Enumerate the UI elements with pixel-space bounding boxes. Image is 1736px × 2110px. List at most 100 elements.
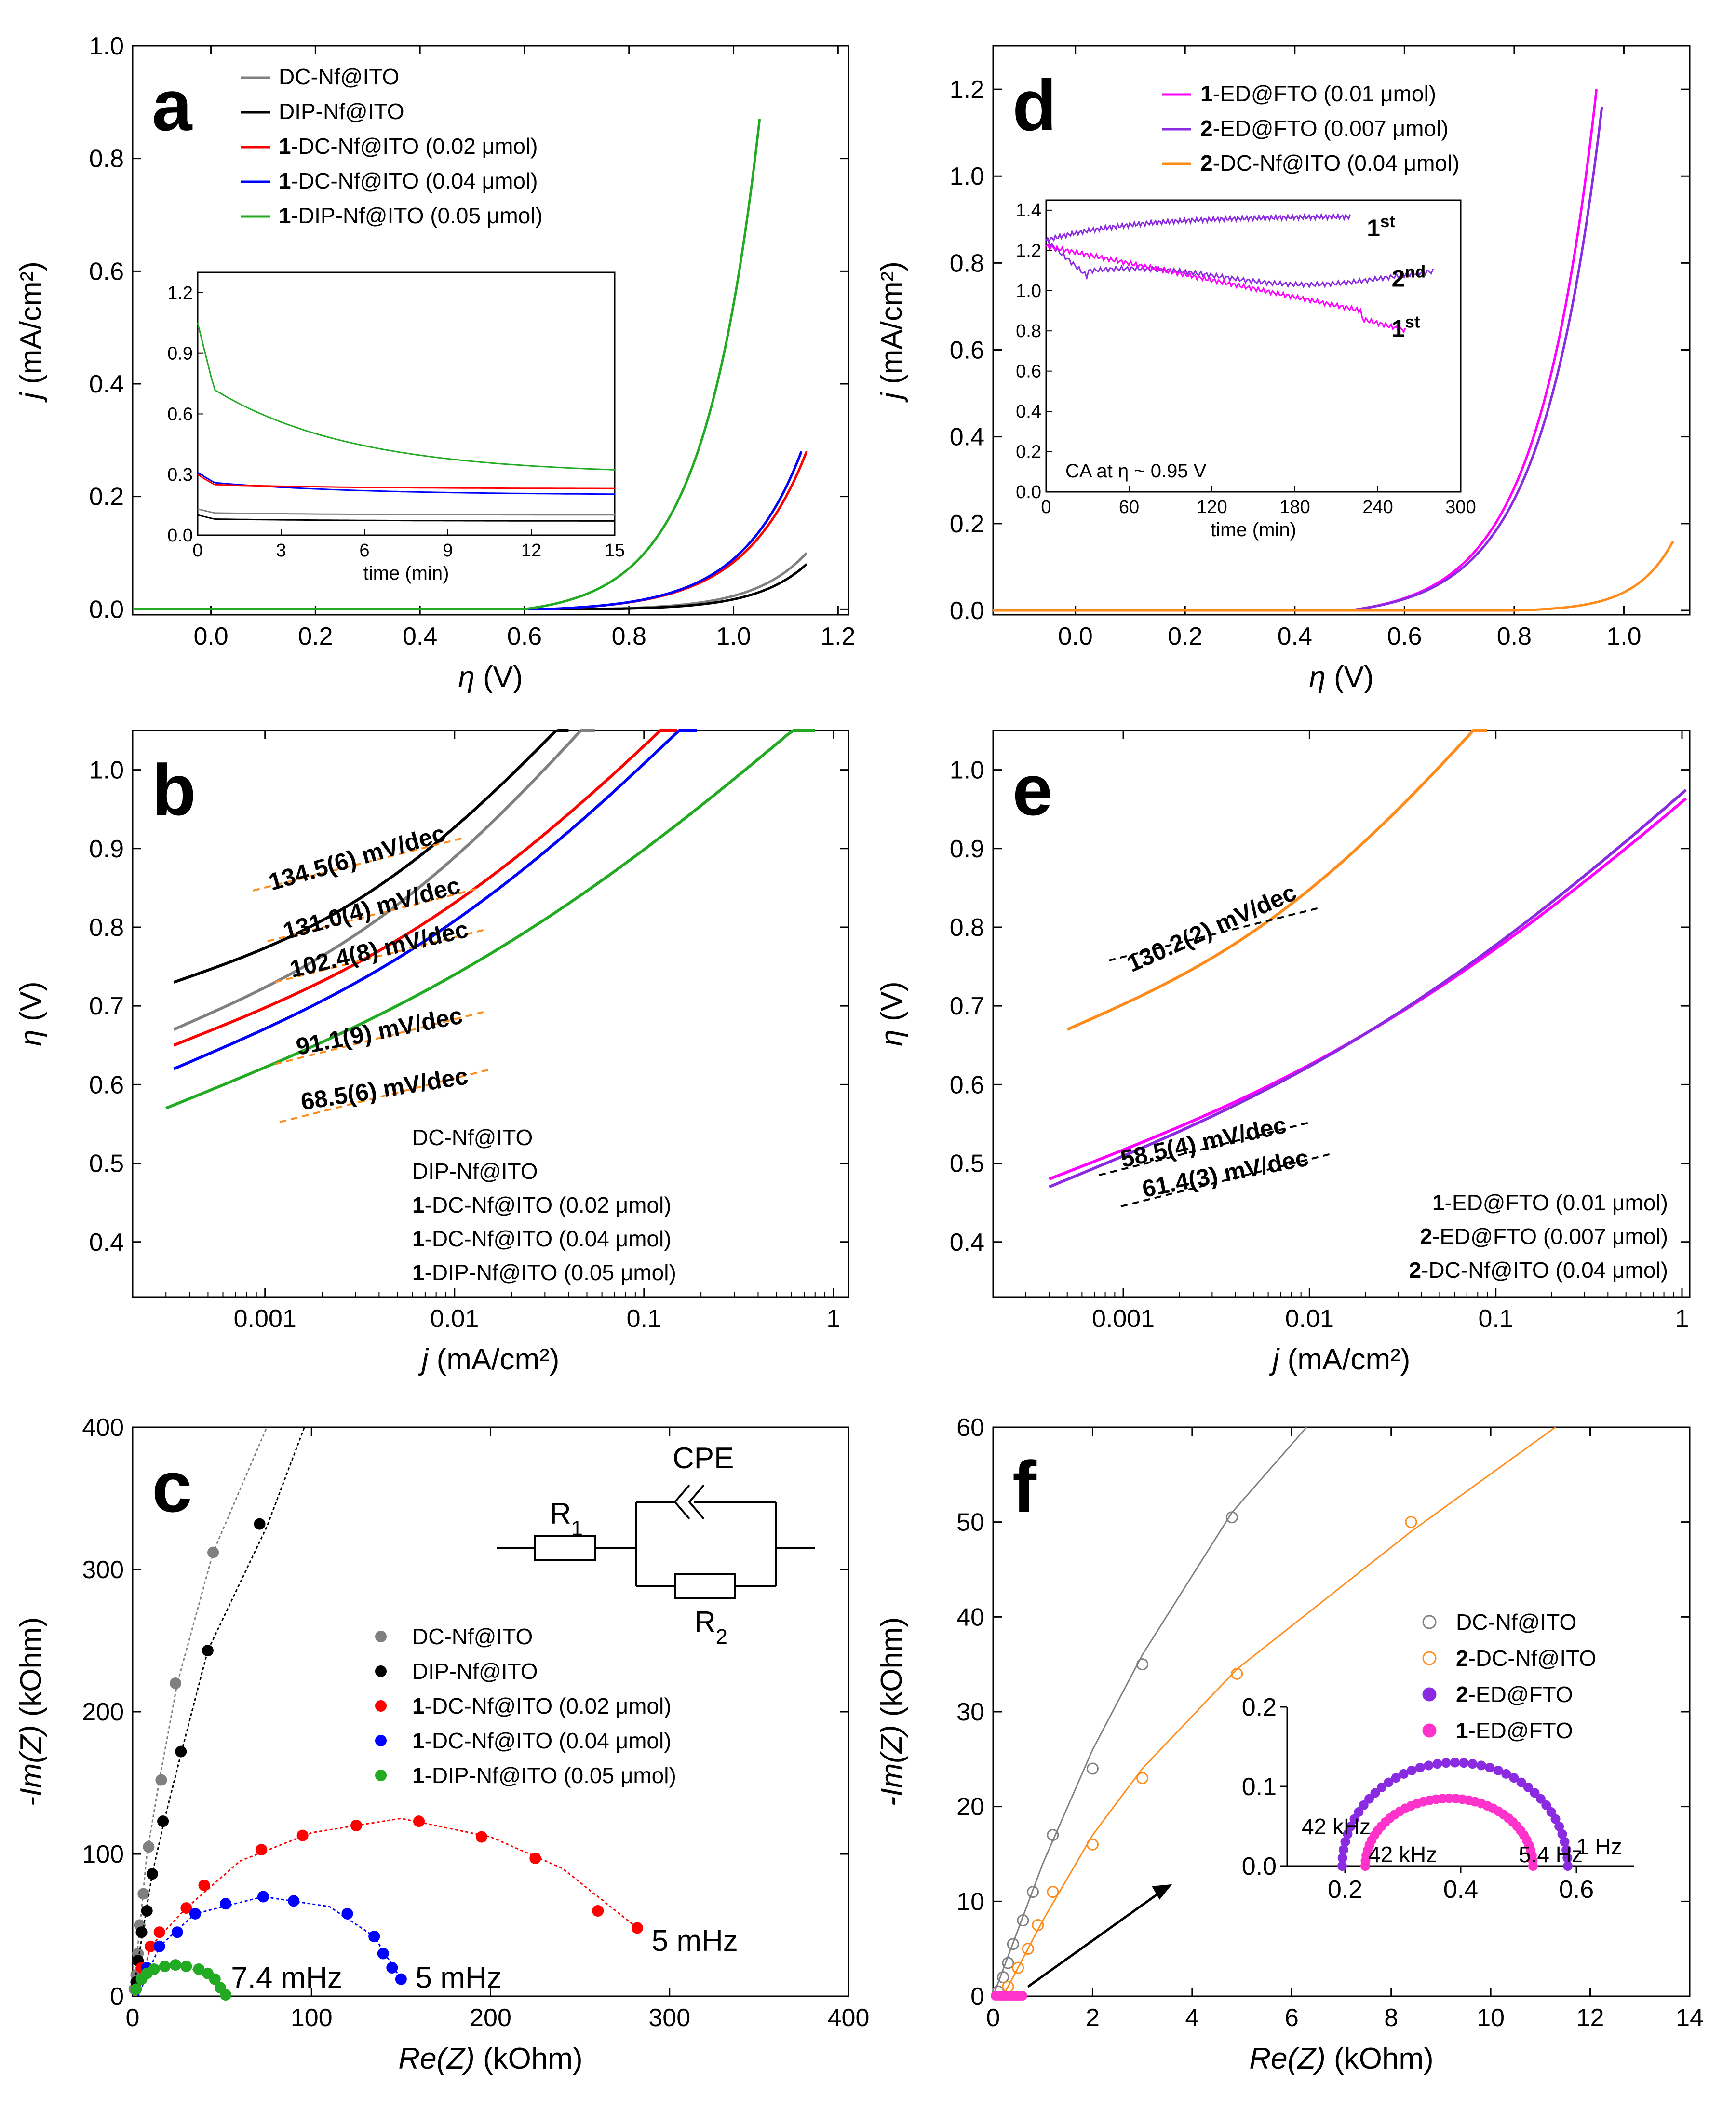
data-point <box>171 1926 183 1938</box>
inset-data-point <box>1476 1760 1486 1771</box>
x-tick-label: 0.2 <box>1168 622 1202 650</box>
y-tick-label: 1.0 <box>89 757 124 784</box>
inset-y-tick-label: 0.6 <box>1016 362 1041 382</box>
tafel-slope-label: 130.2(2) mV/dec <box>1123 879 1300 977</box>
data-point <box>475 1831 487 1843</box>
inset-y-tick-label: 0.2 <box>1242 1693 1277 1721</box>
data-point <box>202 1645 214 1657</box>
legend-entry: DC-Nf@ITO <box>412 1624 533 1649</box>
panel-letter: b <box>152 749 196 830</box>
x-tick-label: 0.0 <box>1058 622 1093 650</box>
legend-marker <box>1422 1687 1437 1702</box>
legend-entry: DC-Nf@ITO <box>1456 1610 1576 1635</box>
legend-entry: 1-DC-Nf@ITO (0.04 μmol) <box>412 1728 672 1753</box>
data-point <box>1086 1762 1099 1775</box>
legend-entry: DC-Nf@ITO <box>412 1125 533 1150</box>
inset-data-point <box>1467 1759 1478 1769</box>
series-line-2 <box>993 540 1675 612</box>
inset-frequency-label: 5.4 Hz <box>1519 1842 1583 1867</box>
y-tick-label: 20 <box>956 1793 984 1821</box>
x-tick-label: 10 <box>1477 2004 1505 2032</box>
legend-entry: 2-ED@FTO (0.007 μmol) <box>1200 116 1449 141</box>
inset-frequency-label: 1 Hz <box>1576 1834 1622 1859</box>
inset-y-tick-label: 1.4 <box>1016 201 1041 221</box>
inset-y-tick-label: 0.9 <box>167 344 193 364</box>
inset-x-tick-label: 240 <box>1362 497 1393 517</box>
plot-frame <box>132 730 849 1298</box>
y-tick-label: 1.0 <box>950 757 984 784</box>
x-axis-label: η (V) <box>458 661 523 694</box>
plot-frame <box>992 45 1691 616</box>
x-tick-label: 0.6 <box>1387 622 1422 650</box>
y-tick-label: 0.8 <box>89 914 124 942</box>
data-point <box>377 1948 389 1960</box>
data-point <box>254 1518 266 1530</box>
inset-label-1st-magenta: 1st <box>1392 312 1420 342</box>
x-tick-label: 0.4 <box>403 622 437 650</box>
data-point <box>153 1940 165 1952</box>
tafel-fit-line <box>1108 906 1321 961</box>
tafel-fit-line <box>274 928 487 983</box>
x-tick-label: 0.1 <box>627 1305 661 1333</box>
y-tick-label: 0.6 <box>89 257 124 285</box>
inset-y-tick-label: 0.3 <box>167 465 193 485</box>
inset-x-tick-label: 6 <box>359 541 369 561</box>
data-point <box>296 1829 309 1841</box>
y-tick-label: 0.5 <box>950 1150 984 1178</box>
inset-x-tick-label: 0.6 <box>1559 1876 1594 1904</box>
data-point <box>220 1989 232 2001</box>
inset-frequency-label: 42 kHz <box>1368 1842 1437 1867</box>
x-tick-label: 100 <box>291 2004 333 2032</box>
fit-line-0 <box>993 1427 1307 1996</box>
panel-c: 0 100 200 300 400 0 100 200 300 400 Re(Z) (kOhm) -I… <box>14 1414 869 2075</box>
data-point <box>1032 1919 1044 1931</box>
data-point <box>159 1961 171 1973</box>
inset-x-tick-label: 9 <box>443 541 453 561</box>
x-tick-label: 4 <box>1185 2004 1199 2032</box>
data-point <box>288 1895 300 1907</box>
x-tick-label: 1.0 <box>1606 622 1641 650</box>
x-tick-label: 1.0 <box>716 622 751 650</box>
x-tick-label: 0.0 <box>193 622 228 650</box>
tafel-fit-line <box>267 887 480 942</box>
y-tick-label: 1.0 <box>950 162 984 190</box>
inset-data-point <box>1557 1829 1567 1839</box>
data-point <box>1007 1938 1019 1950</box>
data-point <box>368 1931 380 1943</box>
inset-data-point <box>1384 1777 1394 1787</box>
data-point <box>146 1868 158 1880</box>
inset-frame <box>1045 199 1462 493</box>
inset-data-point <box>1415 1762 1425 1772</box>
panel-f: 0 2 4 6 8 10 12 14 0 10 20 30 40 50 60 Re(Z) (kOhm) -Im(… <box>875 1414 1704 2075</box>
y-tick-label: 10 <box>956 1888 984 1916</box>
circuit-cpe-plate <box>673 1484 690 1520</box>
data-point <box>137 1888 149 1900</box>
inset-series-4 <box>197 514 615 522</box>
y-tick-label: 0.6 <box>950 337 984 365</box>
circuit-r2 <box>674 1573 736 1599</box>
x-axis-label: j (mA/cm²) <box>418 1343 560 1376</box>
tafel-curve-4 <box>165 729 815 1110</box>
inset-x-tick-label: 3 <box>276 541 286 561</box>
panel-a: 0.0 0.2 0.4 0.6 0.8 1.0 1.2 0.0 0.2 0.4 0.6 0.8 1.0 η… <box>14 32 855 694</box>
inset-data-point <box>1516 1777 1526 1787</box>
circuit-label-cpe: CPE <box>673 1442 734 1475</box>
panel-b: 0.001 0.01 0.1 1 0.4 0.5 0.6 0.7 0.8 0.9 1.0 j (mA/… <box>14 729 849 1376</box>
y-axis-label: j (mA/cm²) <box>875 261 908 403</box>
x-tick-label: 0 <box>126 2004 140 2032</box>
inset-series-0 <box>197 323 615 471</box>
data-point <box>395 1973 407 1985</box>
data-point <box>386 1962 398 1974</box>
panel-letter: f <box>1012 1446 1037 1527</box>
data-point <box>148 1963 160 1975</box>
y-tick-label: 0.4 <box>950 423 984 451</box>
inset-x-tick-label: 0.4 <box>1443 1876 1478 1904</box>
x-tick-label: 0 <box>986 2004 1000 2032</box>
y-tick-label: 0 <box>110 1983 124 2011</box>
inset-y-tick-label: 1.0 <box>1016 281 1041 301</box>
legend-marker <box>375 1631 387 1642</box>
y-tick-label: 0.0 <box>950 597 984 625</box>
tafel-curve-1 <box>173 729 595 1031</box>
y-tick-label: 0.2 <box>89 483 124 511</box>
x-axis-label: η (V) <box>1309 661 1373 694</box>
